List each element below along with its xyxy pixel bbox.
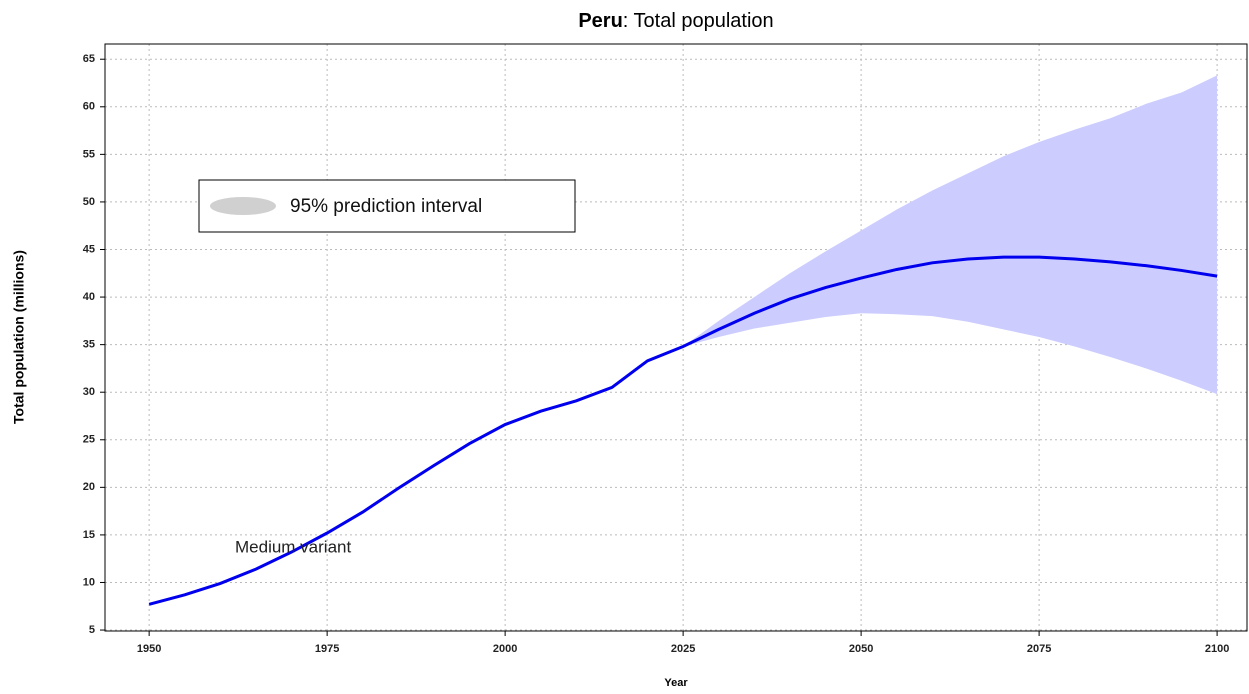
- x-tick-label: 2050: [849, 643, 873, 655]
- series-annotation: Medium variant: [235, 537, 351, 556]
- x-tick-label: 1975: [315, 643, 339, 655]
- y-tick-label: 25: [83, 434, 95, 446]
- y-tick-label: 55: [83, 148, 95, 160]
- title-text: : Total population: [623, 10, 774, 32]
- series-line: [148, 255, 1218, 606]
- title-country: Peru: [578, 10, 622, 32]
- plot-frame: [104, 43, 1248, 632]
- y-tick-label: 15: [83, 529, 95, 541]
- y-tick-label: 65: [83, 53, 95, 65]
- x-tick-label: 2075: [1027, 643, 1051, 655]
- y-tick-label: 35: [83, 339, 95, 351]
- y-tick-label: 50: [83, 196, 95, 208]
- y-tick-label: 60: [83, 101, 95, 113]
- x-tick-label: 2100: [1205, 643, 1229, 655]
- y-tick-label: 30: [83, 386, 95, 398]
- legend-box: [198, 179, 576, 233]
- x-tick-label: 1950: [137, 643, 161, 655]
- y-tick-label: 45: [83, 243, 95, 255]
- y-tick-label: 40: [83, 291, 95, 303]
- prediction-band: [683, 75, 1218, 395]
- y-tick-label: 10: [83, 576, 95, 588]
- chart-title: Peru: Total population: [578, 10, 773, 32]
- x-tick-label: 2025: [671, 643, 695, 655]
- x-axis-label: Year: [664, 677, 688, 689]
- legend-label: 95% prediction interval: [290, 196, 482, 217]
- y-axis-label: Total population (millions): [11, 250, 27, 424]
- legend-swatch: [210, 197, 276, 215]
- y-tick-label: 20: [83, 481, 95, 493]
- x-tick-label: 2000: [493, 643, 517, 655]
- y-tick-label: 5: [89, 624, 95, 636]
